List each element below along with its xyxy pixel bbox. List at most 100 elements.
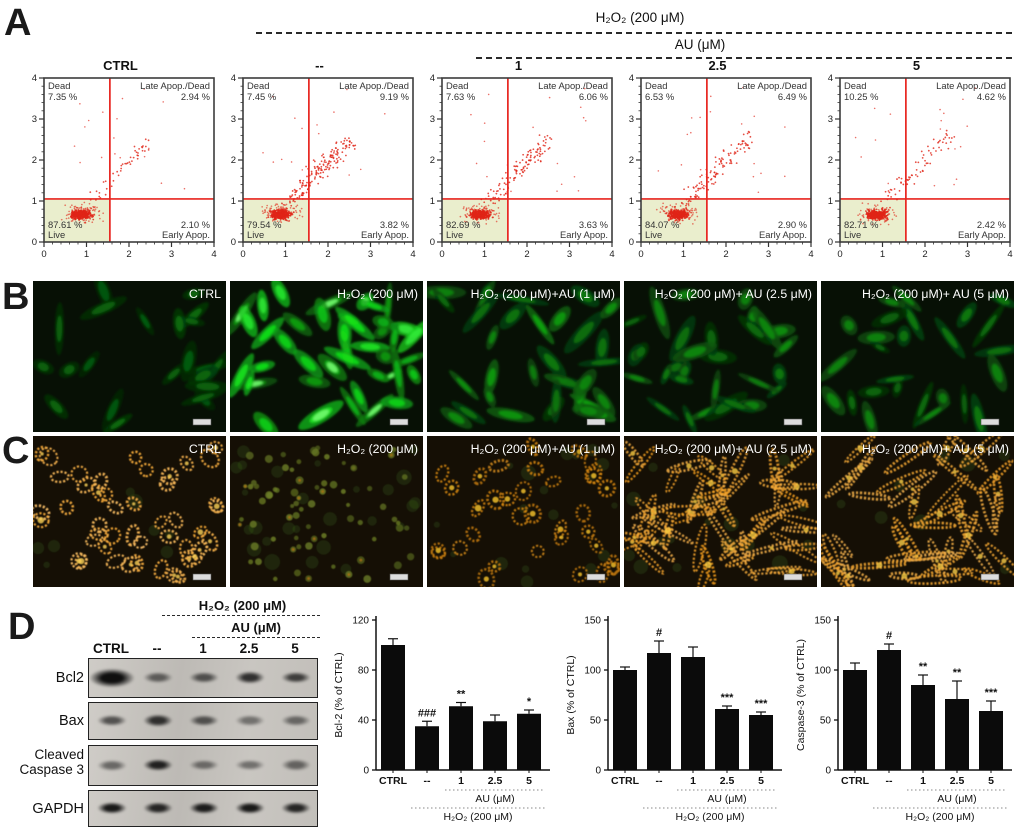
dot xyxy=(332,151,335,154)
dot xyxy=(556,162,559,165)
dot xyxy=(284,219,287,222)
cell-ring xyxy=(85,533,104,547)
cell-ring xyxy=(944,429,989,472)
green-blob xyxy=(874,511,888,524)
dot xyxy=(86,207,89,209)
micrograph-canvas: H₂O₂ (200 μM)+ AU (5 μM) xyxy=(818,281,1020,444)
dot xyxy=(311,180,313,183)
dot xyxy=(505,183,507,186)
cell-core xyxy=(590,359,618,365)
dot xyxy=(744,142,747,145)
x-tick-label: 1 xyxy=(84,249,89,260)
blot-h2o2-dashed-line xyxy=(162,615,320,616)
h2o2-dashed-line xyxy=(256,32,1012,34)
cell-ring xyxy=(719,537,744,561)
dot xyxy=(879,216,882,219)
dot xyxy=(82,208,85,210)
dot xyxy=(67,213,69,216)
blot-row-label-bcl2: Bcl2 xyxy=(55,670,84,686)
cell-ring xyxy=(125,523,140,547)
dot xyxy=(583,87,586,90)
dot xyxy=(784,126,786,128)
cell-core xyxy=(175,315,184,332)
dot xyxy=(722,158,724,161)
x-tick-label: 4 xyxy=(609,249,614,260)
dot xyxy=(678,212,680,215)
dot xyxy=(522,167,525,170)
dot xyxy=(117,174,120,177)
dot xyxy=(274,204,277,207)
cell-ring xyxy=(97,538,113,555)
dot xyxy=(282,207,284,210)
dot xyxy=(144,145,147,148)
blot-band xyxy=(230,713,270,728)
dot xyxy=(499,193,502,196)
dot xyxy=(713,166,716,169)
dot xyxy=(493,209,495,212)
dot xyxy=(312,159,315,162)
cell-core xyxy=(865,410,875,430)
y-tick-label: 120 xyxy=(352,616,369,627)
dot xyxy=(882,209,885,212)
dot xyxy=(342,147,344,150)
cell-ring xyxy=(824,457,874,499)
dot xyxy=(945,142,948,145)
dot xyxy=(335,157,338,160)
dot xyxy=(489,188,492,191)
y-tick-label: 0 xyxy=(595,766,601,777)
dot xyxy=(715,172,718,175)
dot xyxy=(81,217,84,219)
x-tick-label: 1 xyxy=(458,775,464,787)
dot xyxy=(326,164,329,166)
dot xyxy=(942,138,945,141)
cell-glow xyxy=(803,527,809,533)
dot xyxy=(68,213,71,216)
dot xyxy=(939,139,941,142)
cell-core xyxy=(409,369,418,380)
panel-c-label: C xyxy=(2,430,30,472)
cell-ring xyxy=(750,565,802,575)
dot xyxy=(315,169,318,172)
cell-core xyxy=(405,328,422,345)
dot xyxy=(353,148,356,150)
y-axis-title: Bax (% of CTRL) xyxy=(565,655,577,734)
flow-plot-3: 1 0 0 1 1 2 2 3 3 4 4 Dead 7.63 % Late Apop./Dead 6.06… xyxy=(420,58,617,267)
cell-glow xyxy=(207,539,213,544)
dot xyxy=(875,205,877,208)
cell-core xyxy=(680,366,689,377)
dot xyxy=(498,199,500,202)
dot xyxy=(333,111,335,113)
sig-mark: *** xyxy=(985,687,999,699)
dot xyxy=(687,204,690,207)
dot xyxy=(515,172,518,175)
dot xyxy=(138,147,141,150)
dot xyxy=(348,141,351,143)
dot xyxy=(573,175,576,178)
green-blob xyxy=(433,521,440,528)
dot xyxy=(687,213,689,216)
green-blob xyxy=(47,539,61,553)
dot xyxy=(294,209,297,212)
cells-layer xyxy=(230,445,422,583)
y-tick-label: 0 xyxy=(231,237,236,248)
dot xyxy=(479,214,481,217)
dot xyxy=(909,176,912,179)
dot xyxy=(310,170,313,173)
blot-strip-cleaved-caspase-3 xyxy=(88,745,318,786)
micrograph-canvas: CTRL xyxy=(32,270,235,434)
dot xyxy=(78,214,81,217)
dot xyxy=(79,211,82,214)
dot xyxy=(729,159,732,161)
dot xyxy=(735,162,738,165)
green-blob xyxy=(314,460,321,467)
blot-lane-label-4: 2.5 xyxy=(239,641,259,656)
cell-core xyxy=(598,338,607,357)
dot xyxy=(336,150,338,153)
dot xyxy=(727,152,730,155)
cell-core xyxy=(505,309,520,324)
dot xyxy=(350,141,353,144)
dot xyxy=(487,195,490,198)
dot xyxy=(688,199,691,202)
